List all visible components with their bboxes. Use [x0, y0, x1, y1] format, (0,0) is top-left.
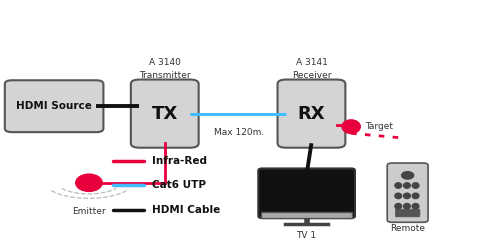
Ellipse shape [394, 183, 401, 188]
FancyBboxPatch shape [277, 80, 345, 148]
Text: Max 120m.: Max 120m. [214, 128, 264, 137]
Ellipse shape [403, 193, 409, 199]
FancyBboxPatch shape [131, 80, 198, 148]
Ellipse shape [341, 120, 360, 133]
FancyBboxPatch shape [5, 80, 103, 132]
Text: TV 1: TV 1 [296, 231, 316, 240]
Ellipse shape [394, 193, 401, 199]
Ellipse shape [411, 183, 418, 188]
Ellipse shape [76, 174, 102, 191]
FancyBboxPatch shape [258, 168, 354, 218]
Ellipse shape [411, 193, 418, 199]
Text: A 3141: A 3141 [295, 58, 327, 67]
Text: Emitter: Emitter [72, 207, 106, 216]
Text: HDMI Cable: HDMI Cable [151, 205, 219, 215]
Ellipse shape [403, 204, 409, 209]
FancyBboxPatch shape [395, 209, 419, 217]
Text: Cat6 UTP: Cat6 UTP [151, 180, 205, 190]
Text: Infra-Red: Infra-Red [151, 156, 206, 165]
FancyBboxPatch shape [261, 212, 351, 218]
Ellipse shape [401, 172, 413, 179]
Text: Receiver: Receiver [291, 71, 331, 80]
Text: Target: Target [364, 122, 392, 131]
Text: Remote: Remote [389, 224, 424, 233]
Text: A 3140: A 3140 [148, 58, 180, 67]
Text: HDMI Source: HDMI Source [16, 101, 92, 111]
FancyBboxPatch shape [386, 163, 427, 222]
Ellipse shape [394, 204, 401, 209]
Ellipse shape [411, 204, 418, 209]
Ellipse shape [403, 183, 409, 188]
Text: RX: RX [297, 105, 324, 123]
Text: TX: TX [151, 105, 178, 123]
Text: Transmitter: Transmitter [139, 71, 190, 80]
